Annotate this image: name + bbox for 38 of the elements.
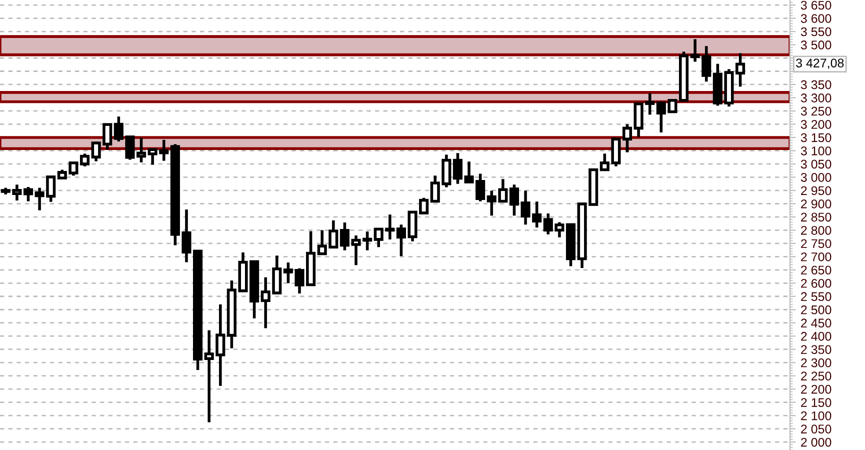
- y-tick-label: 3 000: [800, 172, 832, 182]
- candlestick: [509, 183, 520, 217]
- y-tick-label: 2 750: [801, 239, 832, 248]
- y-tick-label: 3 650: [800, 0, 832, 10]
- y-tick-label: 3 550: [800, 27, 832, 36]
- y-tick-label: 2 950: [801, 186, 832, 196]
- y-tick-label: 3 150: [800, 133, 832, 142]
- y-tick-label: 2 150: [801, 398, 832, 407]
- y-tick-label: 3 250: [800, 106, 832, 116]
- y-tick-label: 2 200: [801, 384, 832, 394]
- y-tick-label: 2 050: [801, 424, 832, 434]
- y-tick-label: 2 400: [801, 332, 832, 341]
- y-tick-label: 2 350: [801, 345, 832, 354]
- y-tick-label: 2 550: [801, 292, 832, 302]
- y-tick-label: 2 700: [801, 252, 832, 262]
- y-tick-label: 2 600: [801, 278, 832, 288]
- y-tick-label: 3 200: [800, 120, 832, 129]
- y-tick-label: 2 100: [801, 411, 832, 420]
- y-tick-label: 2 250: [801, 372, 832, 380]
- y-tick-label: 3 600: [800, 14, 832, 23]
- y-tick-label: 2 800: [801, 226, 832, 235]
- y-tick-label: 3 050: [800, 160, 832, 169]
- y-tick-label: 2 850: [801, 212, 832, 222]
- y-tick-label: 3 100: [800, 146, 832, 156]
- y-tick-label: 2 300: [801, 358, 832, 368]
- y-tick-label: 3 500: [800, 40, 832, 50]
- y-tick-label: 3 350: [800, 80, 832, 90]
- text: 3 427,08: [796, 58, 844, 69]
- y-tick-label: 2 450: [801, 318, 832, 328]
- candlestick: [735, 52, 746, 88]
- candlestick: [23, 186, 34, 203]
- y-tick-label: 2 650: [801, 266, 832, 275]
- y-tick-label: 2 500: [801, 305, 832, 314]
- y-tick-label: 2 900: [801, 199, 832, 208]
- y-tick-label: 2 000: [801, 438, 832, 447]
- candlestick: [622, 122, 632, 154]
- y-tick-label: 3 300: [800, 94, 832, 102]
- candlestick: [80, 152, 90, 168]
